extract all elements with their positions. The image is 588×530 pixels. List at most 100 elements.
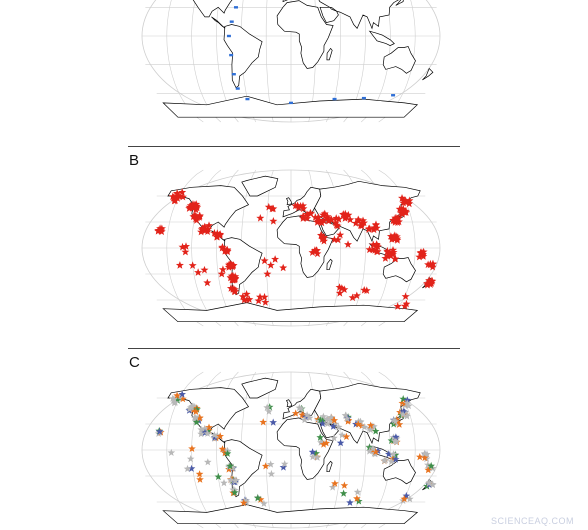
star-marker bbox=[192, 418, 201, 426]
star-marker bbox=[306, 413, 314, 422]
star-marker bbox=[240, 295, 249, 304]
star-marker bbox=[351, 219, 360, 227]
star-marker bbox=[335, 289, 344, 297]
landmass-arabia bbox=[319, 6, 339, 24]
landmass-madagascar bbox=[326, 460, 333, 473]
star-marker bbox=[391, 455, 400, 463]
star-marker bbox=[178, 192, 187, 201]
landmass-africa bbox=[276, 0, 334, 69]
star-marker bbox=[192, 407, 200, 415]
star-marker bbox=[399, 198, 408, 207]
star-marker bbox=[393, 236, 402, 244]
star-marker bbox=[173, 194, 182, 202]
star-marker bbox=[327, 413, 335, 421]
star-marker bbox=[323, 419, 332, 428]
star-marker bbox=[218, 243, 227, 252]
star-marker bbox=[225, 465, 233, 473]
landmass-greenland bbox=[241, 175, 279, 197]
star-marker bbox=[231, 477, 239, 485]
star-marker bbox=[346, 215, 355, 224]
star-marker bbox=[264, 202, 273, 211]
star-marker bbox=[254, 296, 263, 305]
star-marker bbox=[358, 421, 366, 429]
star-marker bbox=[427, 277, 436, 286]
star-marker bbox=[390, 231, 399, 239]
star-marker bbox=[405, 199, 414, 208]
blue-trace-mark bbox=[229, 20, 234, 23]
star-marker bbox=[193, 213, 202, 221]
star-marker bbox=[214, 472, 223, 481]
world-map-c bbox=[141, 371, 441, 529]
landmass-asia bbox=[314, 180, 421, 243]
star-marker bbox=[210, 433, 219, 441]
star-marker bbox=[155, 427, 164, 435]
star-marker bbox=[398, 207, 407, 216]
star-marker bbox=[340, 285, 349, 293]
divider-ab bbox=[128, 146, 460, 147]
landmass-uk bbox=[286, 197, 293, 206]
star-marker bbox=[332, 221, 341, 229]
star-marker bbox=[371, 427, 380, 435]
star-marker bbox=[183, 464, 192, 473]
star-marker bbox=[368, 424, 376, 432]
landmass-japan bbox=[395, 0, 404, 6]
star-marker bbox=[279, 463, 288, 471]
star-marker bbox=[389, 234, 398, 242]
star-marker bbox=[193, 405, 201, 413]
landmass-madagascar bbox=[326, 47, 333, 61]
panel-c: C bbox=[0, 350, 588, 530]
star-marker bbox=[392, 433, 400, 441]
star-marker bbox=[261, 462, 270, 470]
star-marker bbox=[263, 403, 271, 411]
star-marker bbox=[400, 399, 409, 407]
star-marker bbox=[334, 423, 343, 431]
star-marker bbox=[315, 417, 323, 425]
blue-trace-mark bbox=[289, 101, 293, 105]
star-marker bbox=[318, 438, 326, 446]
star-marker bbox=[230, 488, 239, 496]
star-marker bbox=[167, 448, 176, 456]
star-marker bbox=[395, 420, 404, 428]
star-marker bbox=[336, 230, 345, 239]
star-marker bbox=[389, 450, 398, 458]
star-marker bbox=[210, 229, 219, 237]
star-marker bbox=[186, 455, 195, 463]
star-marker bbox=[354, 420, 363, 428]
landmass-uk bbox=[286, 399, 293, 408]
star-marker bbox=[299, 204, 308, 213]
star-marker bbox=[352, 291, 361, 300]
star-marker bbox=[308, 448, 317, 456]
star-marker bbox=[343, 414, 351, 422]
star-marker bbox=[311, 213, 320, 221]
star-marker bbox=[230, 273, 239, 282]
landmass-antarctica bbox=[162, 95, 419, 118]
star-marker bbox=[314, 217, 323, 225]
landmass-madagascar bbox=[326, 258, 333, 271]
divider-bc bbox=[128, 348, 460, 349]
star-marker bbox=[200, 222, 209, 231]
star-marker bbox=[360, 423, 369, 431]
star-marker bbox=[189, 212, 198, 221]
star-marker bbox=[424, 460, 432, 469]
star-marker bbox=[323, 212, 332, 220]
star-marker bbox=[328, 483, 337, 491]
star-marker bbox=[256, 495, 265, 503]
star-marker bbox=[181, 247, 190, 256]
star-marker bbox=[330, 235, 339, 244]
star-marker bbox=[200, 265, 209, 274]
star-marker bbox=[332, 214, 341, 222]
star-marker bbox=[256, 292, 264, 301]
star-marker bbox=[226, 462, 234, 470]
star-marker bbox=[173, 396, 182, 404]
star-marker bbox=[420, 449, 429, 457]
star-marker bbox=[260, 292, 269, 301]
star-marker bbox=[192, 413, 200, 421]
star-marker bbox=[195, 470, 204, 478]
star-marker bbox=[419, 247, 428, 256]
star-marker bbox=[371, 220, 380, 229]
star-marker bbox=[342, 213, 351, 221]
star-marker bbox=[334, 215, 343, 223]
star-marker bbox=[229, 463, 237, 471]
star-marker bbox=[400, 301, 409, 310]
star-marker bbox=[401, 292, 410, 300]
